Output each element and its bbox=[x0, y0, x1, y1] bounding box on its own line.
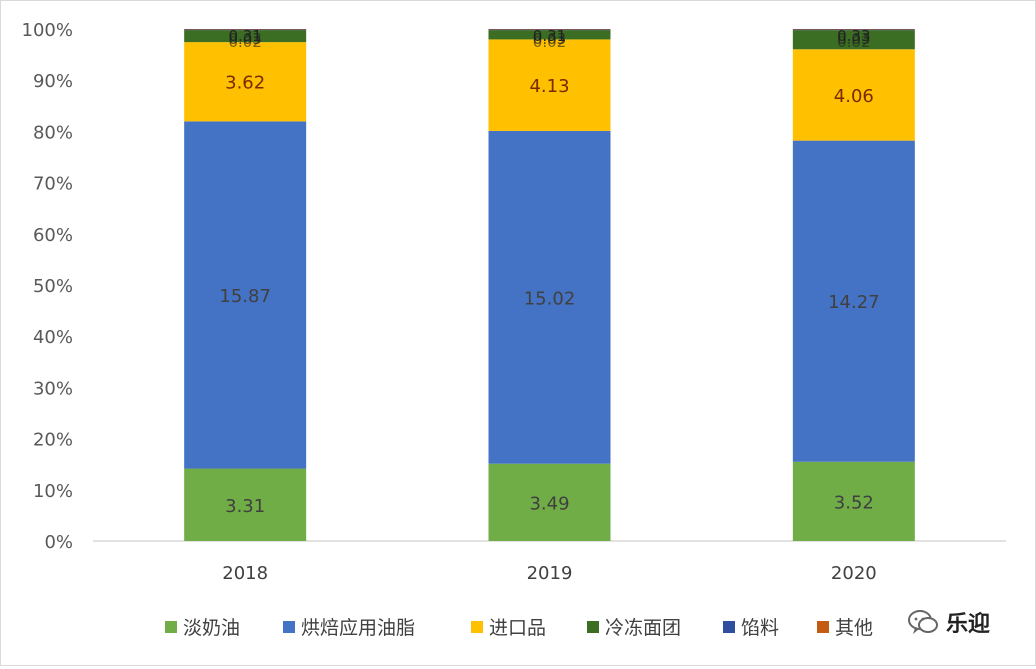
data-label: 0.02 bbox=[837, 33, 870, 51]
data-label: 0.03 bbox=[533, 30, 566, 48]
y-tick-label: 0% bbox=[44, 532, 73, 553]
legend-label: 冷冻面团 bbox=[605, 617, 681, 639]
legend-label: 进口品 bbox=[489, 617, 546, 639]
watermark: 乐迎 bbox=[906, 604, 990, 640]
bar-segment bbox=[792, 29, 915, 30]
bar-segment bbox=[488, 30, 611, 40]
legend-label: 馅料 bbox=[741, 617, 779, 639]
data-label: 0.03 bbox=[837, 30, 870, 48]
y-tick-label: 70% bbox=[33, 174, 73, 195]
wechat-bubble-icon bbox=[908, 610, 938, 634]
bar-segment bbox=[792, 461, 915, 541]
y-tick-label: 10% bbox=[33, 481, 73, 502]
bar-segment bbox=[792, 30, 915, 50]
bar-segment bbox=[184, 468, 307, 541]
y-tick-label: 20% bbox=[33, 430, 73, 451]
data-label: 0.02 bbox=[228, 33, 261, 51]
bar-segment bbox=[184, 42, 307, 122]
legend-label: 淡奶油 bbox=[183, 617, 240, 639]
bar-segment bbox=[792, 49, 915, 141]
legend-label: 其他 bbox=[835, 617, 873, 639]
legend-swatch bbox=[723, 621, 735, 633]
bar-segment bbox=[488, 29, 611, 30]
data-label: 0.31 bbox=[533, 27, 566, 45]
data-label: 0.33 bbox=[837, 27, 870, 45]
bar-segment bbox=[488, 463, 611, 541]
legend-swatch bbox=[471, 621, 483, 633]
legend-label: 烘焙应用油脂 bbox=[301, 617, 415, 639]
y-tick-label: 50% bbox=[33, 276, 73, 297]
data-label: 0.02 bbox=[533, 33, 566, 51]
data-label: 4.06 bbox=[834, 86, 874, 107]
y-tick-label: 30% bbox=[33, 378, 73, 399]
legend-swatch bbox=[283, 621, 295, 633]
legend-swatch bbox=[817, 621, 829, 633]
bar-segment bbox=[488, 29, 611, 31]
watermark-text: 乐迎 bbox=[946, 612, 991, 637]
data-label: 3.31 bbox=[225, 496, 265, 517]
y-tick-label: 40% bbox=[33, 327, 73, 348]
data-label: 0.31 bbox=[228, 27, 261, 45]
y-tick-label: 60% bbox=[33, 225, 73, 246]
x-tick-label: 2018 bbox=[222, 563, 268, 584]
legend-swatch bbox=[165, 621, 177, 633]
bar-segment bbox=[184, 121, 307, 469]
bar-segment bbox=[488, 130, 611, 464]
data-label: 15.02 bbox=[524, 288, 576, 309]
bar-segment bbox=[184, 30, 307, 43]
x-tick-label: 2020 bbox=[831, 563, 877, 584]
data-label: 14.27 bbox=[828, 292, 880, 313]
data-label: 4.13 bbox=[529, 76, 569, 97]
y-tick-label: 90% bbox=[33, 71, 73, 92]
bar-segment bbox=[488, 39, 611, 131]
data-label: 3.52 bbox=[834, 492, 874, 513]
data-label: 3.62 bbox=[225, 73, 265, 94]
bar-segment bbox=[184, 29, 307, 30]
x-tick-label: 2019 bbox=[527, 563, 573, 584]
y-tick-label: 100% bbox=[22, 20, 73, 41]
y-tick-label: 80% bbox=[33, 122, 73, 143]
legend-swatch bbox=[587, 621, 599, 633]
bar-segment bbox=[184, 29, 307, 31]
bar-segment bbox=[792, 29, 915, 31]
data-label: 0.03 bbox=[228, 30, 261, 48]
data-label: 3.49 bbox=[529, 493, 569, 514]
bar-segment bbox=[792, 140, 915, 462]
data-label: 15.87 bbox=[219, 286, 271, 307]
